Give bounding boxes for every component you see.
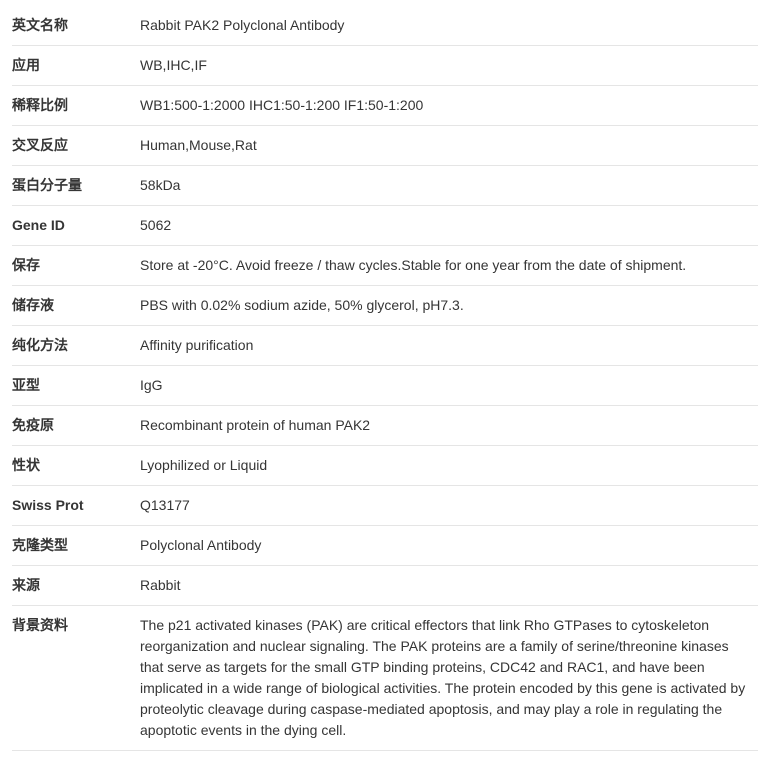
spec-row: 免疫原Recombinant protein of human PAK2	[12, 406, 758, 446]
spec-value: Lyophilized or Liquid	[140, 455, 758, 476]
spec-row: 交叉反应Human,Mouse,Rat	[12, 126, 758, 166]
spec-row: 克隆类型Polyclonal Antibody	[12, 526, 758, 566]
spec-row: 英文名称Rabbit PAK2 Polyclonal Antibody	[12, 6, 758, 46]
spec-value: 58kDa	[140, 175, 758, 196]
spec-row: 背景资料The p21 activated kinases (PAK) are …	[12, 606, 758, 751]
spec-value: WB,IHC,IF	[140, 55, 758, 76]
spec-label: 储存液	[12, 295, 140, 316]
spec-label: 性状	[12, 455, 140, 476]
spec-value: Store at -20°C. Avoid freeze / thaw cycl…	[140, 255, 758, 276]
spec-row: 应用WB,IHC,IF	[12, 46, 758, 86]
spec-value: Polyclonal Antibody	[140, 535, 758, 556]
spec-label: 稀释比例	[12, 95, 140, 116]
spec-value: Rabbit	[140, 575, 758, 596]
spec-table: 英文名称Rabbit PAK2 Polyclonal Antibody应用WB,…	[12, 6, 758, 751]
spec-value: WB1:500-1:2000 IHC1:50-1:200 IF1:50-1:20…	[140, 95, 758, 116]
spec-value: Affinity purification	[140, 335, 758, 356]
spec-label: 来源	[12, 575, 140, 596]
spec-label: 克隆类型	[12, 535, 140, 556]
spec-row: 亚型IgG	[12, 366, 758, 406]
spec-row: 保存Store at -20°C. Avoid freeze / thaw cy…	[12, 246, 758, 286]
spec-value: Rabbit PAK2 Polyclonal Antibody	[140, 15, 758, 36]
spec-label: Gene ID	[12, 215, 140, 236]
spec-row: 性状Lyophilized or Liquid	[12, 446, 758, 486]
spec-label: 纯化方法	[12, 335, 140, 356]
spec-value: Recombinant protein of human PAK2	[140, 415, 758, 436]
spec-label: 英文名称	[12, 15, 140, 36]
spec-row: 储存液PBS with 0.02% sodium azide, 50% glyc…	[12, 286, 758, 326]
spec-row: Swiss ProtQ13177	[12, 486, 758, 526]
spec-label: Swiss Prot	[12, 495, 140, 516]
spec-label: 亚型	[12, 375, 140, 396]
spec-value: PBS with 0.02% sodium azide, 50% glycero…	[140, 295, 758, 316]
spec-row: Gene ID5062	[12, 206, 758, 246]
spec-label: 保存	[12, 255, 140, 276]
spec-row: 蛋白分子量58kDa	[12, 166, 758, 206]
spec-value: IgG	[140, 375, 758, 396]
spec-row: 纯化方法Affinity purification	[12, 326, 758, 366]
spec-label: 免疫原	[12, 415, 140, 436]
spec-label: 交叉反应	[12, 135, 140, 156]
spec-row: 来源Rabbit	[12, 566, 758, 606]
spec-value: 5062	[140, 215, 758, 236]
spec-row: 稀释比例WB1:500-1:2000 IHC1:50-1:200 IF1:50-…	[12, 86, 758, 126]
spec-value: The p21 activated kinases (PAK) are crit…	[140, 615, 758, 741]
spec-label: 应用	[12, 55, 140, 76]
spec-label: 蛋白分子量	[12, 175, 140, 196]
spec-value: Human,Mouse,Rat	[140, 135, 758, 156]
spec-label: 背景资料	[12, 615, 140, 741]
spec-value: Q13177	[140, 495, 758, 516]
